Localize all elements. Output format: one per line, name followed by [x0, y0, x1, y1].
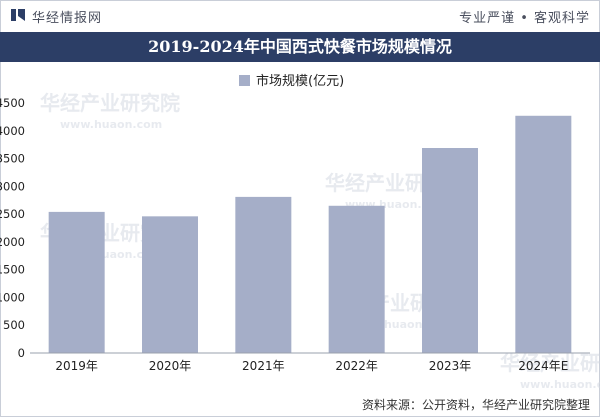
x-axis: 2019年 2020年 2021年 2022年 2023年 2024年E — [30, 352, 590, 373]
bar-2019年 — [48, 211, 105, 353]
x-tick-label: 2022年 — [335, 359, 378, 373]
legend: 市场规模(亿元) — [239, 73, 344, 89]
y-tick-label: 0 — [18, 346, 25, 360]
x-tick-label: 2023年 — [429, 359, 472, 373]
top-bar: 华经情报网 专业严谨 • 客观科学 — [0, 0, 600, 32]
y-tick-label: 4500 — [0, 96, 25, 110]
brand-slogan: 专业严谨 • 客观科学 — [459, 11, 590, 26]
chart-title: 2019-2024年中国西式快餐市场规模情况 — [0, 32, 600, 62]
y-tick-label: 2000 — [0, 235, 25, 249]
x-tick-label: 2021年 — [242, 359, 285, 373]
bar-2024年E — [515, 115, 572, 354]
legend-swatch — [239, 75, 250, 86]
bars — [48, 115, 572, 354]
bar-chart: 华经产业研究院 www.huaon.com 华经产业研究院 www.huaon.com… — [0, 73, 600, 391]
bar-2020年 — [142, 216, 198, 353]
watermark-url: www.huaon.com — [60, 118, 162, 131]
bar-2021年 — [235, 196, 292, 353]
x-tick-label: 2020年 — [149, 359, 192, 373]
bar-2023年 — [422, 148, 478, 353]
watermark-text: 华经产业研究院 — [40, 91, 180, 115]
x-tick-label: 2024年E — [518, 359, 568, 373]
y-tick-label: 1500 — [0, 263, 25, 277]
source-note: 资料来源：公开资料，华经产业研究院整理 — [361, 398, 590, 412]
bar-2022年 — [328, 205, 385, 353]
x-tick-label: 2019年 — [55, 359, 98, 373]
y-tick-label: 1000 — [0, 290, 25, 304]
y-tick-label: 3500 — [0, 152, 25, 166]
y-axis: 0 500 1000 1500 2000 2500 3000 3500 4000 4500 — [0, 96, 25, 360]
brand-logo-icon — [11, 9, 25, 21]
y-tick-label: 4000 — [0, 124, 25, 138]
brand-name: 华经情报网 — [32, 11, 103, 26]
y-tick-label: 2500 — [0, 207, 25, 221]
legend-label: 市场规模(亿元) — [256, 73, 344, 89]
y-tick-label: 3000 — [0, 179, 25, 193]
watermark-text: 华经产业研究院 — [500, 351, 600, 375]
y-tick-label: 500 — [3, 318, 25, 332]
watermark-url: www.huaon.com — [520, 378, 600, 391]
